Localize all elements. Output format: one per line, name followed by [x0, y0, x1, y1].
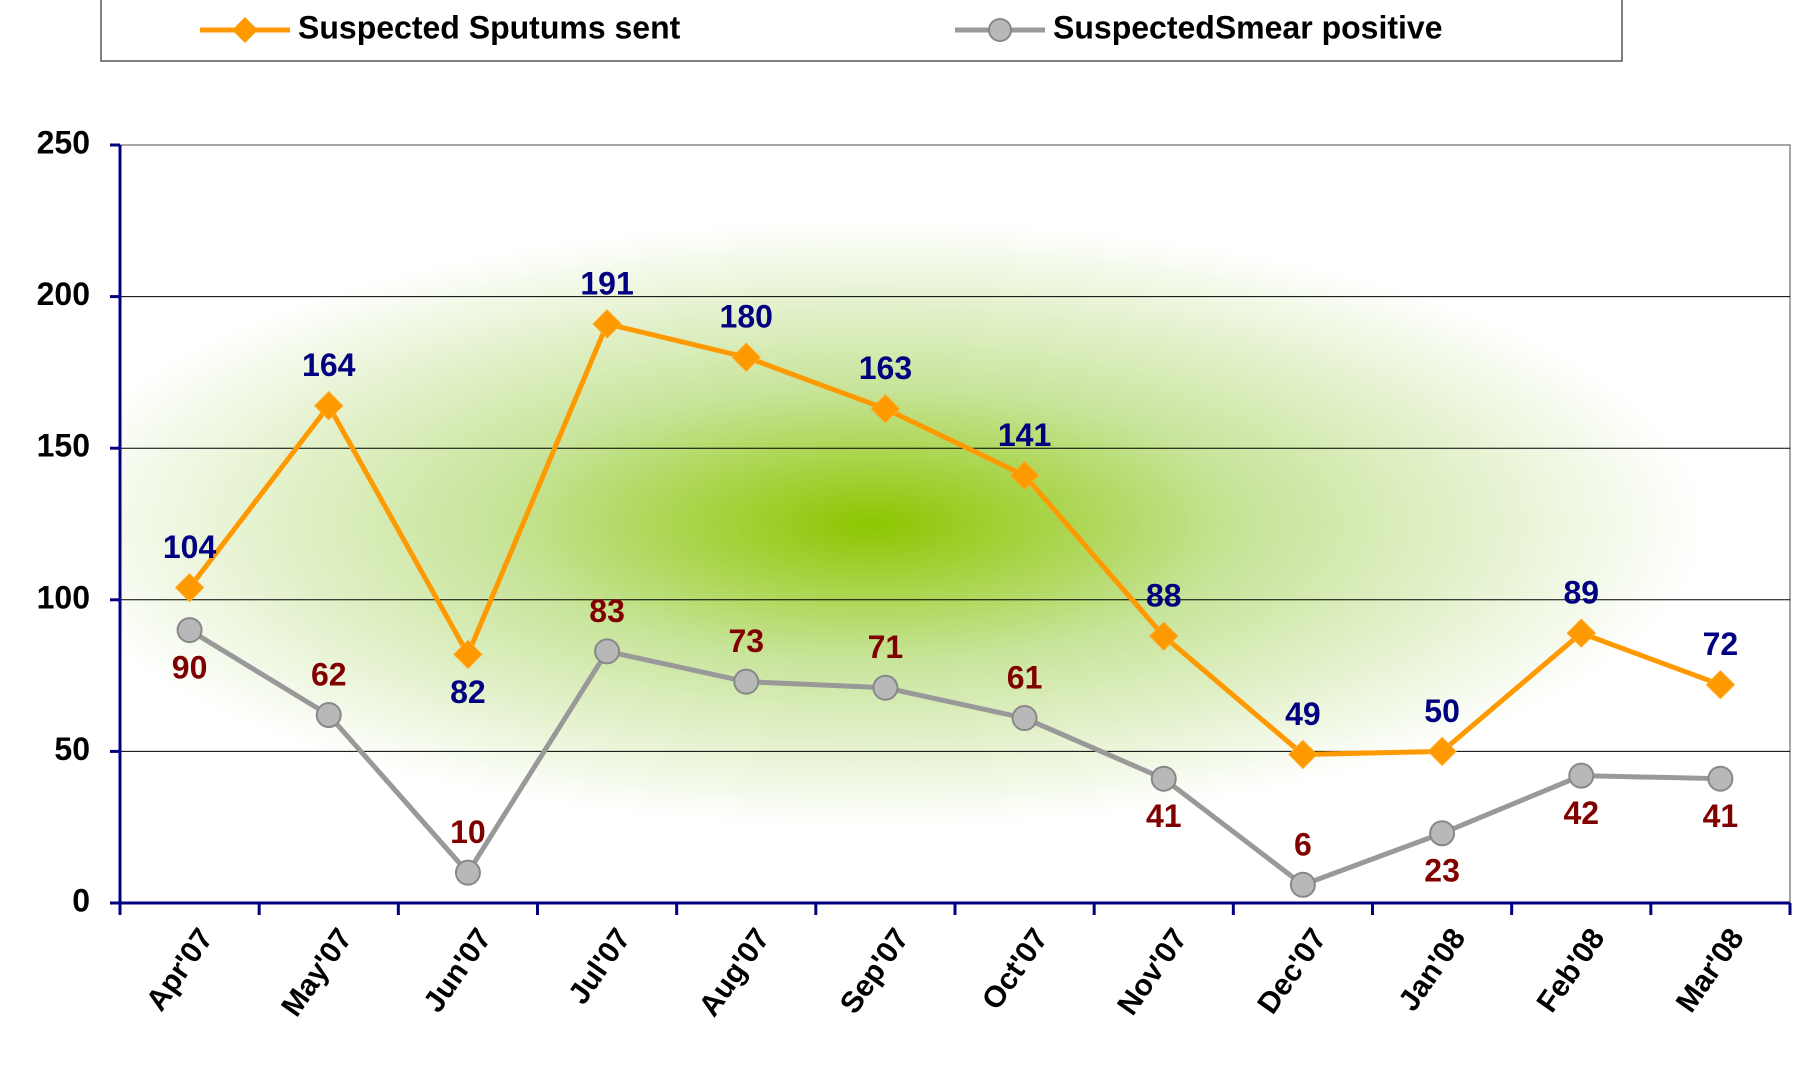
data-label: 82: [450, 674, 486, 710]
x-tick-label: Feb'08: [1531, 923, 1612, 1019]
legend-label: Suspected Sputums sent: [298, 9, 681, 45]
data-label: 141: [998, 417, 1051, 453]
data-label: 164: [302, 347, 356, 383]
data-label: 71: [868, 629, 904, 665]
x-tick-label: Oct'07: [976, 923, 1055, 1016]
data-label: 41: [1703, 798, 1739, 834]
marker: [1707, 765, 1734, 792]
marker: [1568, 762, 1595, 789]
x-tick-label: Jan'08: [1392, 923, 1472, 1017]
x-tick-label: Jul'07: [562, 923, 637, 1011]
marker: [594, 638, 621, 665]
data-label: 62: [311, 656, 347, 692]
series-line: [188, 627, 1721, 888]
data-label: 191: [580, 265, 633, 301]
marker: [1288, 739, 1318, 770]
marker: [1011, 705, 1038, 732]
plot-area: [119, 144, 1791, 904]
x-tick-label: May'07: [275, 923, 359, 1023]
x-tick-label: Jun'07: [417, 923, 498, 1019]
marker: [733, 668, 760, 695]
y-tick-label: 150: [37, 428, 90, 464]
data-label: 41: [1146, 798, 1182, 834]
marker: [872, 674, 899, 701]
data-label: 163: [859, 350, 912, 386]
marker: [1009, 460, 1040, 491]
legend-marker: [988, 18, 1012, 42]
legend: Suspected Sputums sent SuspectedSmear pos…: [200, 9, 1442, 45]
marker: [453, 639, 483, 670]
marker: [1427, 736, 1457, 767]
marker: [174, 572, 205, 603]
data-label: 23: [1424, 853, 1460, 889]
data-label: 83: [589, 593, 625, 629]
y-tick-label: 250: [37, 124, 90, 160]
x-tick-label: Mar'08: [1670, 923, 1751, 1019]
legend-marker: [232, 17, 258, 43]
marker: [1566, 618, 1596, 648]
marker: [870, 394, 901, 424]
y-tick-label: 100: [37, 579, 90, 615]
marker: [315, 702, 342, 729]
legend-label: SuspectedSmear positive: [1053, 9, 1442, 45]
x-tick-label: Dec'07: [1251, 923, 1333, 1020]
x-tick-label: Nov'07: [1111, 923, 1194, 1022]
marker: [731, 342, 761, 372]
marker: [176, 617, 203, 644]
marker: [1429, 820, 1456, 847]
x-tick-label: Apr'07: [140, 923, 220, 1017]
data-label: 6: [1294, 826, 1312, 862]
data-label: 89: [1563, 575, 1599, 611]
data-label: 104: [163, 529, 217, 565]
marker: [1150, 765, 1177, 792]
data-label: 180: [720, 299, 773, 335]
data-label: 61: [1007, 660, 1043, 696]
data-label: 50: [1424, 693, 1460, 729]
data-label: 10: [450, 814, 486, 850]
data-label: 49: [1285, 696, 1321, 732]
y-tick-label: 0: [72, 882, 90, 918]
marker: [1149, 621, 1179, 651]
x-tick-label: Sep'07: [834, 923, 916, 1020]
data-label: 73: [728, 623, 764, 659]
data-label: 90: [172, 650, 208, 686]
marker: [314, 391, 344, 421]
data-label: 88: [1146, 578, 1182, 614]
marker: [592, 309, 622, 339]
legend-box: [100, 0, 1623, 62]
y-tick-label: 200: [37, 276, 90, 312]
marker: [454, 859, 481, 886]
marker: [1705, 669, 1736, 700]
data-label: 42: [1563, 795, 1599, 831]
x-tick-label: Aug'07: [693, 923, 777, 1023]
series-line: [187, 320, 1722, 757]
y-tick-label: 50: [54, 731, 90, 767]
marker: [1289, 871, 1316, 898]
data-label: 72: [1703, 626, 1739, 662]
